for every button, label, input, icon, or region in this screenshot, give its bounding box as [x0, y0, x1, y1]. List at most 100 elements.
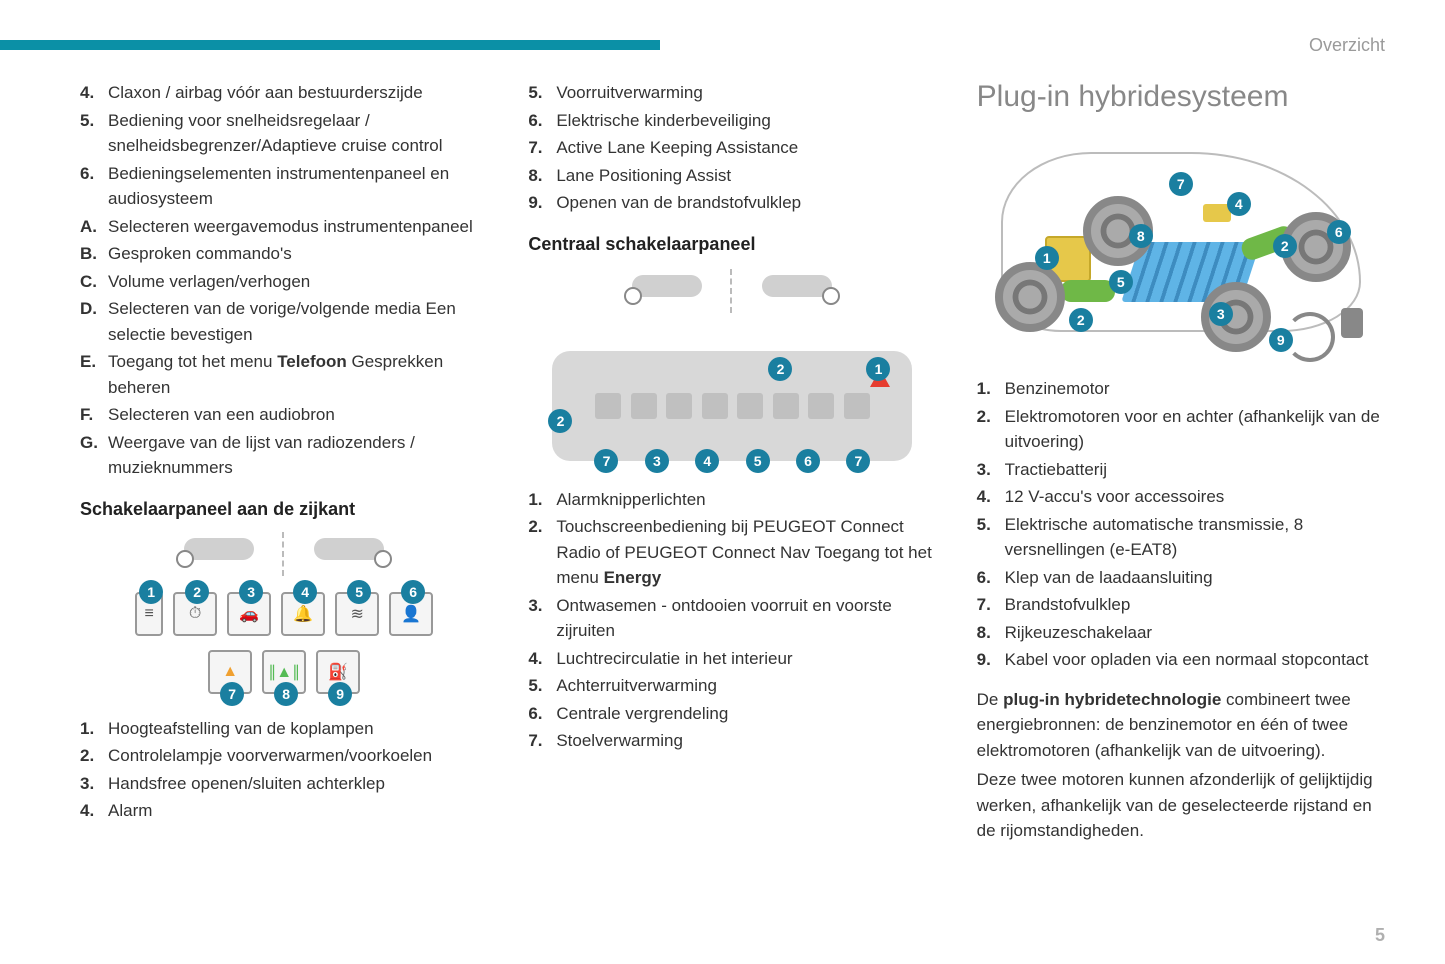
list-marker: 7. [528, 135, 556, 161]
col1-subheading: Schakelaarpaneel aan de zijkant [80, 499, 488, 520]
list-marker: A. [80, 214, 108, 240]
console-button [702, 393, 728, 419]
list-text: Selecteren van de vorige/volgende media … [108, 296, 488, 347]
list-text: Alarmknipperlichten [556, 487, 936, 513]
list-text: Kabel voor opladen via een normaal stopc… [1005, 647, 1385, 673]
list-marker: C. [80, 269, 108, 295]
central-panel-illustration: 1 2 2 7 3 4 5 [552, 269, 912, 461]
list-text: Voorruitverwarming [556, 80, 936, 106]
callout-badge: 2 [768, 357, 792, 381]
steering-icon [624, 287, 642, 305]
list-item: 7.Active Lane Keeping Assistance [528, 135, 936, 161]
list-item: 7.Stoelverwarming [528, 728, 936, 754]
list-marker: D. [80, 296, 108, 322]
switch-fuel-flap: ⛽ 9 [316, 650, 360, 694]
list-marker: 3. [80, 771, 108, 797]
col2-list-a: 5.Voorruitverwarming6.Elektrische kinder… [528, 80, 936, 216]
list-marker: 6. [80, 161, 108, 187]
list-text: Selecteren van een audiobron [108, 402, 488, 428]
console-button [595, 393, 621, 419]
callout-badge: 7 [1169, 172, 1193, 196]
list-item: 4.Alarm [80, 798, 488, 824]
list-marker: 2. [80, 743, 108, 769]
list-marker: 5. [80, 108, 108, 134]
list-marker: 6. [528, 701, 556, 727]
callout-badge: 7 [594, 449, 618, 473]
list-item: G.Weergave van de lijst van radiozenders… [80, 430, 488, 481]
list-text: Lane Positioning Assist [556, 163, 936, 189]
list-text: Luchtrecirculatie in het interieur [556, 646, 936, 672]
list-text: Elektrische kinderbeveiliging [556, 108, 936, 134]
divider-dashed [282, 532, 284, 576]
list-marker: 1. [528, 487, 556, 513]
callout-badge: 4 [1227, 192, 1251, 216]
list-text: Brandstofvulklep [1005, 592, 1385, 618]
list-text: Achterruitverwarming [556, 673, 936, 699]
list-item: 8.Lane Positioning Assist [528, 163, 936, 189]
list-text: Hoogteafstelling van de koplampen [108, 716, 488, 742]
list-item: 5.Elektrische automatische transmissie, … [977, 512, 1385, 563]
list-item: 3.Tractiebatterij [977, 457, 1385, 483]
list-marker: F. [80, 402, 108, 428]
list-marker: 4. [977, 484, 1005, 510]
list-item: A.Selecteren weergavemodus instrumentenp… [80, 214, 488, 240]
list-item: 3.Ontwasemen - ontdooien voorruit en voo… [528, 593, 936, 644]
list-text: Handsfree openen/sluiten achterklep [108, 771, 488, 797]
callout-badge: 9 [328, 682, 352, 706]
list-marker: 2. [528, 514, 556, 540]
callout-badge: 2 [1069, 308, 1093, 332]
list-text: Touchscreenbediening bij PEUGEOT Connect… [556, 514, 936, 591]
hybrid-car-diagram: 1 2 2 3 4 5 6 7 8 9 [1001, 132, 1361, 362]
callout-badge: 9 [1269, 328, 1293, 352]
console-strip [552, 351, 912, 461]
console-button [631, 393, 657, 419]
callout-badge: 6 [401, 580, 425, 604]
callout-badge: 7 [846, 449, 870, 473]
list-marker: 3. [528, 593, 556, 619]
paddle-left [632, 275, 702, 297]
switch-preheat: 2 ⏱ [173, 592, 217, 636]
switch-lane-keep: ▲ 7 [208, 650, 252, 694]
console-button [808, 393, 834, 419]
list-text: Elektromotoren voor en achter (afhankeli… [1005, 404, 1385, 455]
list-marker: 6. [528, 108, 556, 134]
col1-list-a: 4.Claxon / airbag vóór aan bestuurderszi… [80, 80, 488, 481]
list-item: 6.Klep van de laadaansluiting [977, 565, 1385, 591]
callout-badge: 1 [139, 580, 163, 604]
callout-badge: 8 [1129, 224, 1153, 248]
list-item: C.Volume verlagen/verhogen [80, 269, 488, 295]
list-marker: G. [80, 430, 108, 456]
content-columns: 4.Claxon / airbag vóór aan bestuurderszi… [80, 80, 1385, 844]
list-item: 4.Claxon / airbag vóór aan bestuurderszi… [80, 80, 488, 106]
list-marker: 5. [528, 673, 556, 699]
list-item: 6.Bedieningselementen instrumentenpaneel… [80, 161, 488, 212]
console-button [737, 393, 763, 419]
list-marker: 8. [528, 163, 556, 189]
list-item: 7.Brandstofvulklep [977, 592, 1385, 618]
callout-badge: 6 [1327, 220, 1351, 244]
list-item: D.Selecteren van de vorige/volgende medi… [80, 296, 488, 347]
list-marker: 6. [977, 565, 1005, 591]
console-button [773, 393, 799, 419]
list-marker: 9. [528, 190, 556, 216]
list-text: Toegang tot het menu Telefoon Gesprekken… [108, 349, 488, 400]
list-text: Stoelverwarming [556, 728, 936, 754]
list-text: Openen van de brandstofvulklep [556, 190, 936, 216]
list-item: 6.Centrale vergrendeling [528, 701, 936, 727]
steering-icon [176, 550, 194, 568]
list-marker: 7. [528, 728, 556, 754]
list-marker: 8. [977, 620, 1005, 646]
callout-badge: 5 [347, 580, 371, 604]
hybrid-paragraph-2: Deze twee motoren kunnen afzonderlijk of… [977, 767, 1385, 844]
list-item: 5.Bediening voor snelheidsregelaar / sne… [80, 108, 488, 159]
switch-lane-position: ∥▲∥ 8 [262, 650, 306, 694]
list-item: 6.Elektrische kinderbeveiliging [528, 108, 936, 134]
electric-motor-front [1061, 280, 1115, 302]
list-text: 12 V-accu's voor accessoires [1005, 484, 1385, 510]
steering-icon [374, 550, 392, 568]
list-item: 5.Achterruitverwarming [528, 673, 936, 699]
switch-headlamp-level: 1 ≡ [135, 592, 163, 636]
callout-badge: 2 [1273, 234, 1297, 258]
list-text: Benzinemotor [1005, 376, 1385, 402]
callout-badge: 3 [239, 580, 263, 604]
